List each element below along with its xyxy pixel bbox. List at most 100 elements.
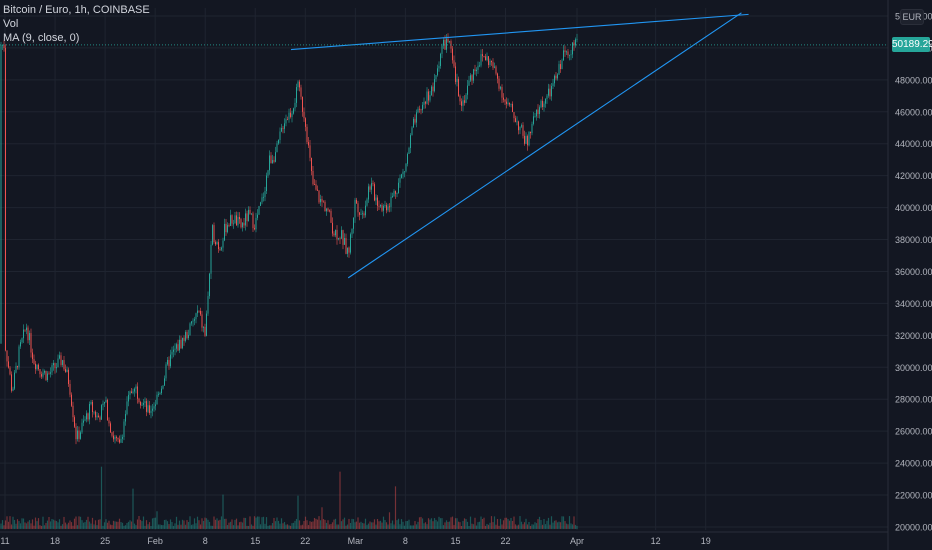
candle-body xyxy=(44,371,45,373)
candle-body xyxy=(150,410,152,413)
candle-body xyxy=(491,60,492,63)
volume-indicator-label[interactable]: Vol xyxy=(3,18,19,30)
volume-bar xyxy=(312,521,314,529)
candle-body xyxy=(329,210,330,212)
candle-body xyxy=(425,101,426,104)
candle-body xyxy=(573,42,575,46)
candle-body xyxy=(41,374,42,377)
candle-body xyxy=(413,118,414,128)
candle-body xyxy=(197,310,198,314)
candle-body xyxy=(242,222,243,228)
volume-bar xyxy=(504,517,506,529)
candle-body xyxy=(162,385,164,389)
candle-body xyxy=(99,417,101,420)
volume-bar xyxy=(79,516,82,529)
candle-body xyxy=(377,197,378,206)
candle-body xyxy=(524,135,525,144)
candle-body xyxy=(561,60,563,70)
x-tick-label: 18 xyxy=(50,536,60,546)
candle-body xyxy=(42,372,44,377)
volume-bar xyxy=(390,523,392,529)
volume-bar xyxy=(337,524,340,529)
y-tick-label: 38000.00 xyxy=(895,235,932,245)
currency-badge[interactable]: EUR xyxy=(900,9,924,25)
candle-body xyxy=(267,170,269,176)
volume-bar xyxy=(105,519,107,529)
volume-bar xyxy=(310,521,313,529)
volume-bar xyxy=(459,522,461,529)
volume-bar xyxy=(24,522,26,529)
candle-body xyxy=(374,184,375,201)
volume-bar xyxy=(202,520,205,529)
chart-grid xyxy=(0,0,889,550)
volume-bar xyxy=(60,525,62,529)
candle-body xyxy=(59,355,60,359)
candle-body xyxy=(18,346,20,368)
volume-bar xyxy=(201,518,203,529)
volume-bar xyxy=(232,525,235,529)
time-axis[interactable]: 11 18 25 Feb 8 15 22 Mar 8 15 22 Apr 12 19 xyxy=(0,536,710,546)
volume-bar xyxy=(439,518,442,529)
price-axis[interactable]: 20000.00 22000.00 24000.00 26000.00 28000.00… xyxy=(895,11,932,532)
candle-body xyxy=(261,197,263,203)
volume-bar xyxy=(501,524,503,529)
volume-bar xyxy=(379,520,382,529)
candle-body xyxy=(569,54,570,56)
candle-body xyxy=(516,121,518,123)
volume-bar xyxy=(72,525,74,529)
candle-body xyxy=(459,95,461,102)
volume-bar xyxy=(169,519,172,529)
candle-body xyxy=(249,209,251,214)
volume-bar xyxy=(436,521,439,529)
candle-body xyxy=(570,54,572,56)
candle-body xyxy=(153,406,155,409)
volume-bar xyxy=(307,524,310,529)
volume-bar xyxy=(171,522,173,529)
trendline[interactable] xyxy=(290,13,749,51)
candle-body xyxy=(156,394,158,405)
volume-bar xyxy=(106,522,109,529)
volume-bar xyxy=(1,520,4,529)
volume-bar xyxy=(562,516,565,529)
volume-bar xyxy=(138,516,140,529)
volume-bar xyxy=(52,519,55,529)
volume-bar xyxy=(414,521,416,529)
volume-bar xyxy=(421,518,424,529)
candle-body xyxy=(489,60,491,65)
candle-body xyxy=(303,111,305,119)
volume-bar xyxy=(157,524,160,529)
symbol-title[interactable]: Bitcoin / Euro, 1h, COINBASE xyxy=(3,4,150,16)
trendline[interactable] xyxy=(347,12,742,279)
candle-body xyxy=(428,91,429,101)
candle-body xyxy=(63,360,65,370)
volume-bar xyxy=(489,522,491,529)
volume-bar xyxy=(174,523,176,529)
x-tick-label: 11 xyxy=(0,536,9,546)
ma-indicator-label[interactable]: MA (9, close, 0) xyxy=(3,32,80,44)
volume-bar xyxy=(109,524,112,529)
candle-body xyxy=(36,364,38,370)
candle-body xyxy=(336,229,338,240)
volume-bar xyxy=(165,519,167,529)
volume-bar xyxy=(370,522,373,529)
candle-body xyxy=(342,230,344,245)
candle-body xyxy=(482,54,483,57)
volume-bar xyxy=(123,525,125,529)
volume-bar xyxy=(61,524,64,529)
volume-bar xyxy=(502,520,505,529)
candle-body xyxy=(140,402,141,406)
candle-body xyxy=(387,206,389,211)
volume-bar xyxy=(262,516,265,529)
volume-bar xyxy=(333,519,335,529)
volume-bar xyxy=(468,525,470,529)
volume-bar xyxy=(340,521,343,529)
candle-body xyxy=(416,112,417,123)
candle-body xyxy=(473,69,474,81)
trendlines[interactable] xyxy=(290,12,749,279)
candle-body xyxy=(234,215,236,224)
candle-body xyxy=(317,189,318,191)
candle-body xyxy=(293,108,294,114)
candle-body xyxy=(224,223,225,241)
candle-body xyxy=(347,247,348,254)
